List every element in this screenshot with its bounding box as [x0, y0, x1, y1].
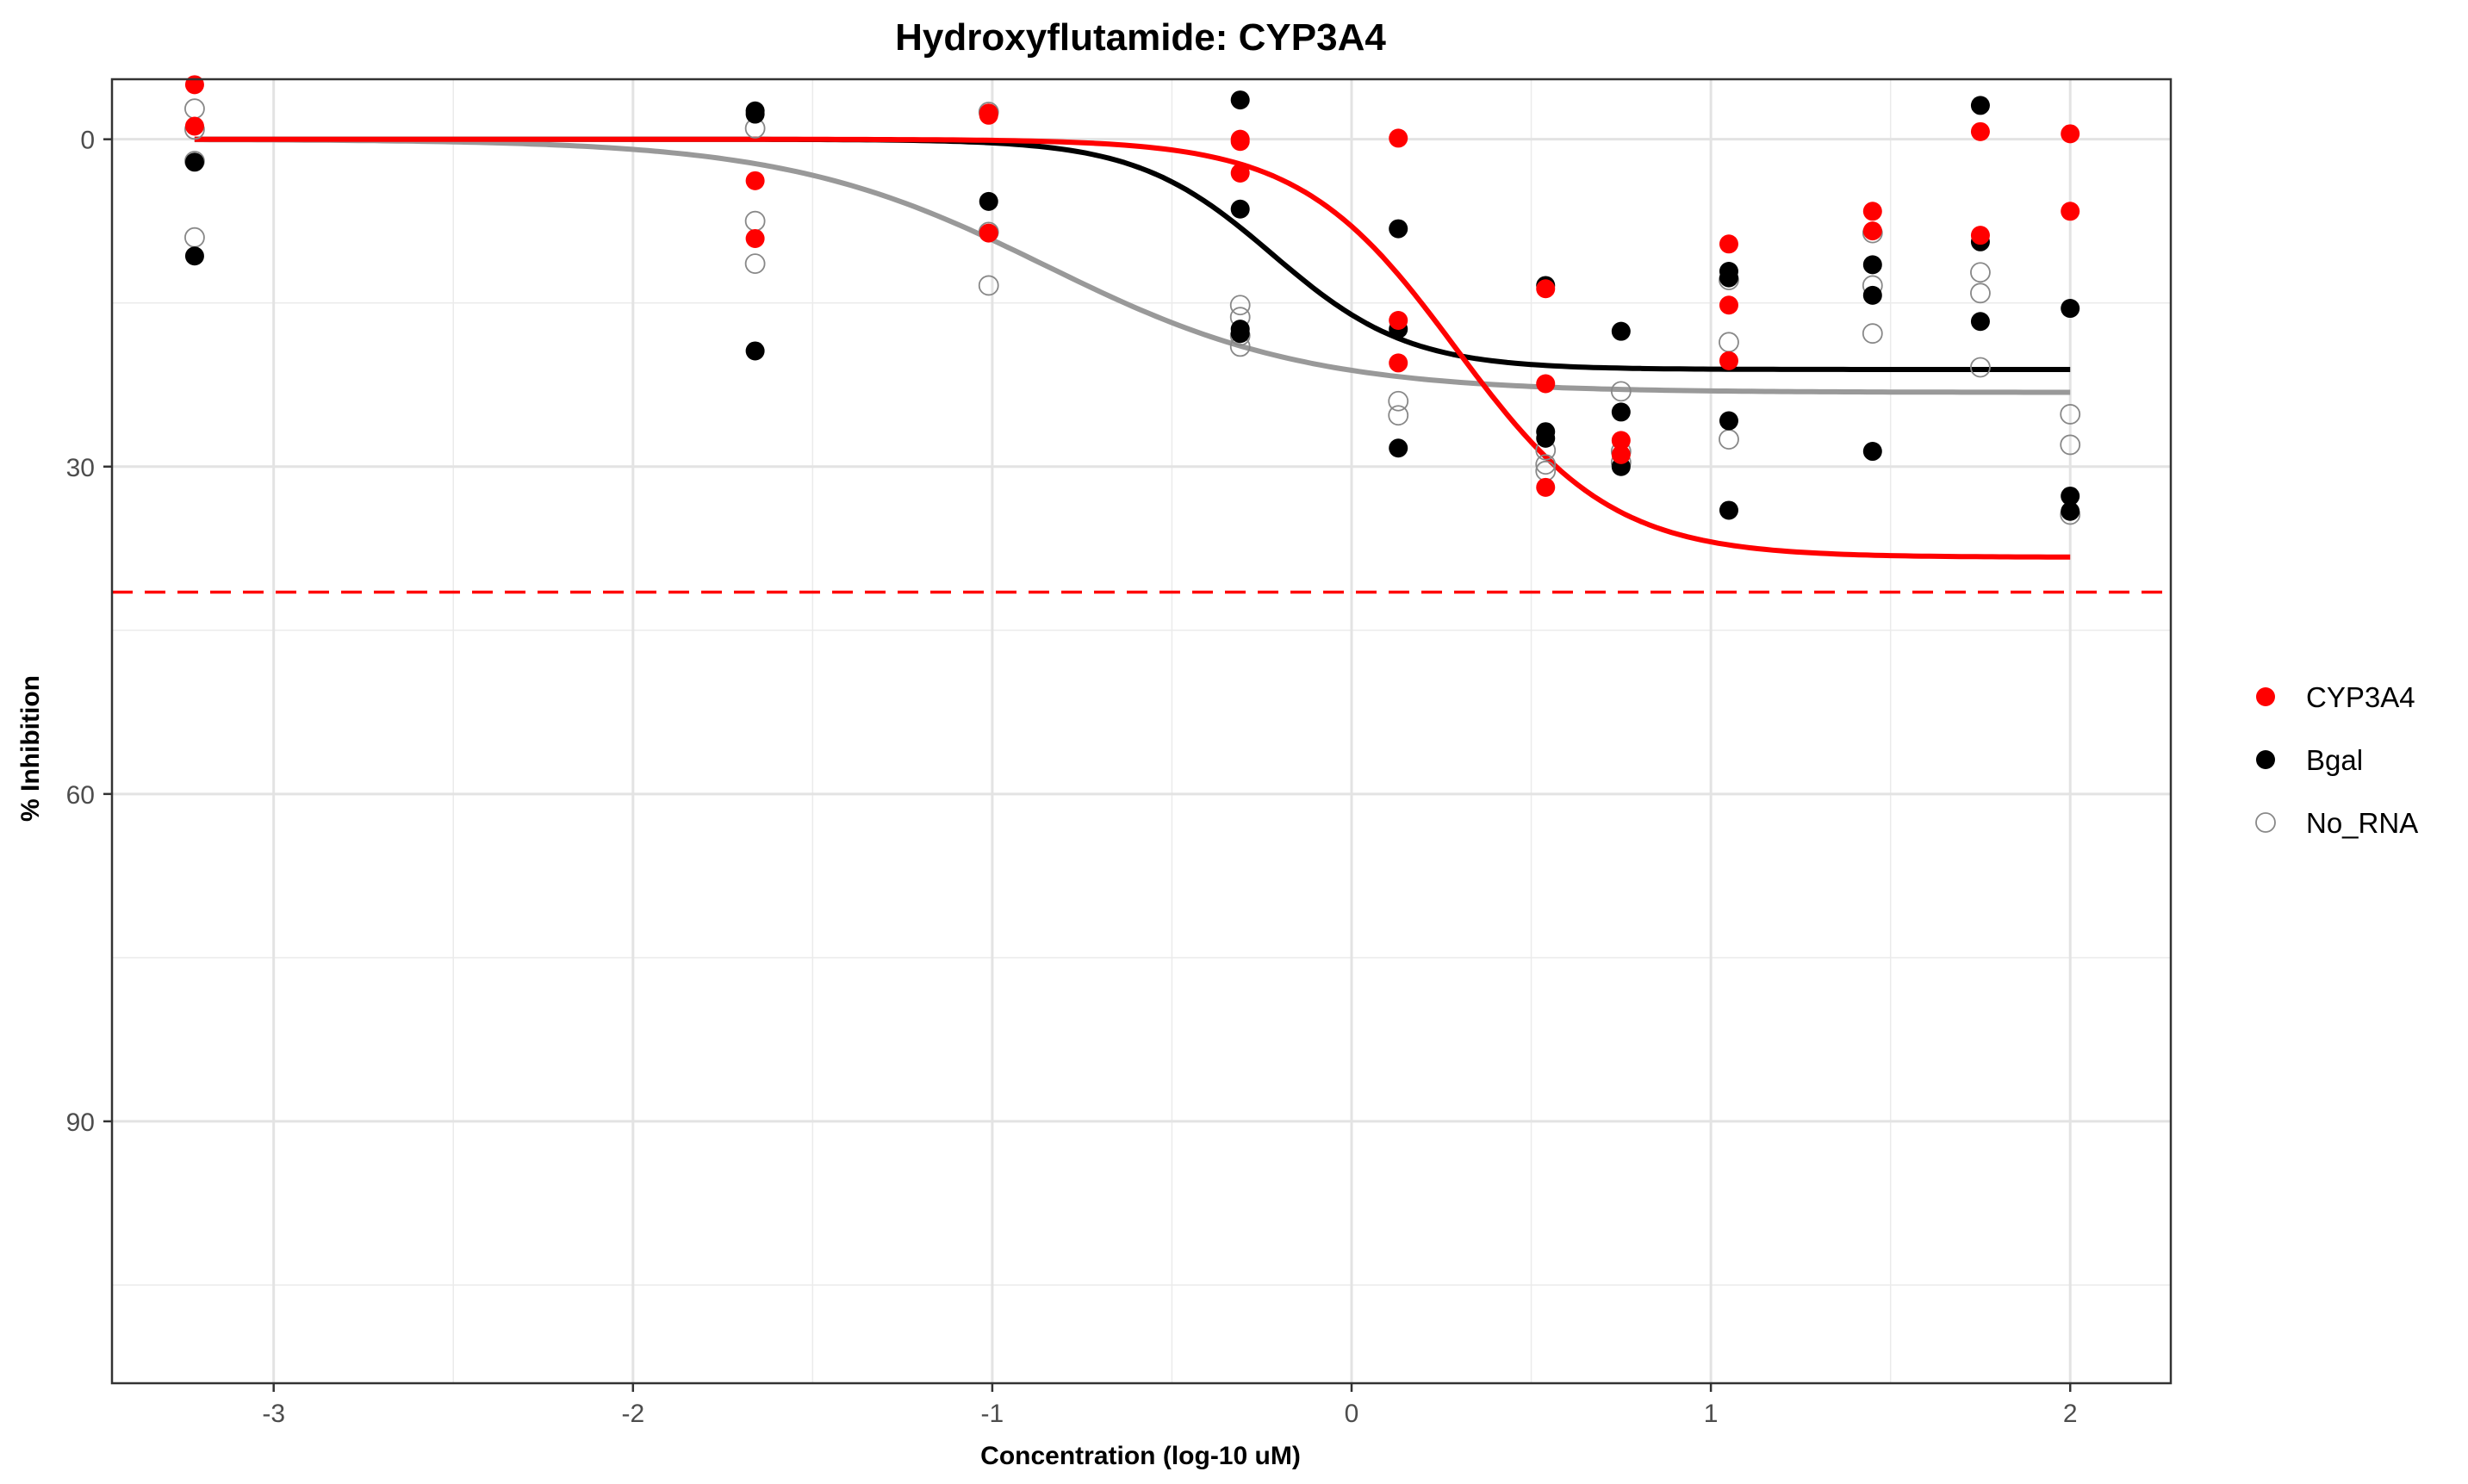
legend-label-cyp3a4: CYP3A4: [2306, 681, 2415, 713]
data-point-bgal: [1719, 268, 1738, 288]
data-point-cyp3a4: [1970, 121, 1990, 141]
data-point-cyp3a4: [1862, 221, 1882, 241]
data-point-cyp3a4: [1862, 202, 1882, 221]
data-point-bgal: [1970, 312, 1990, 332]
x-tick-label: 0: [1345, 1400, 1359, 1428]
x-axis-title: Concentration (log-10 uM): [980, 1442, 1301, 1470]
legend-key-cyp3a4: [2256, 687, 2275, 706]
data-point-cyp3a4: [1970, 226, 1990, 245]
data-point-cyp3a4: [1230, 163, 1250, 183]
data-point-cyp3a4: [979, 105, 998, 125]
legend-key-no_rna: [2255, 812, 2276, 833]
x-tick-label: -2: [621, 1400, 644, 1428]
data-point-cyp3a4: [184, 75, 204, 95]
data-point-no_rna: [1388, 390, 1409, 412]
fit-curve-cyp3a4: [194, 136, 2071, 560]
data-point-bgal: [1862, 285, 1882, 305]
data-point-bgal: [1611, 321, 1631, 341]
data-point-no_rna: [2060, 434, 2081, 456]
data-point-bgal: [2061, 486, 2080, 506]
data-point-cyp3a4: [1389, 128, 1408, 148]
data-point-cyp3a4: [184, 116, 204, 136]
data-point-cyp3a4: [2061, 202, 2080, 221]
data-point-cyp3a4: [1389, 353, 1408, 373]
data-point-no_rna: [1970, 283, 1991, 304]
data-point-bgal: [1970, 96, 1990, 115]
data-point-bgal: [1862, 442, 1882, 462]
data-point-cyp3a4: [1389, 310, 1408, 330]
x-tick-label: 1: [1704, 1400, 1719, 1428]
data-point-bgal: [745, 341, 765, 361]
data-point-no_rna: [1970, 262, 1991, 283]
data-point-bgal: [2061, 299, 2080, 319]
data-point-bgal: [1536, 428, 1556, 448]
plot-panel: [112, 79, 2171, 1383]
data-point-cyp3a4: [1536, 477, 1556, 497]
data-point-bgal: [1719, 411, 1738, 431]
data-point-no_rna: [1970, 357, 1991, 378]
x-tick-label: -1: [981, 1400, 1004, 1428]
data-point-bgal: [1389, 438, 1408, 458]
data-point-no_rna: [978, 275, 999, 296]
data-point-cyp3a4: [1719, 351, 1738, 370]
y-tick-label: 0: [80, 127, 95, 155]
data-point-bgal: [979, 191, 998, 211]
data-point-no_rna: [1535, 454, 1557, 475]
data-point-cyp3a4: [1611, 444, 1631, 464]
data-point-cyp3a4: [2061, 124, 2080, 144]
data-point-bgal: [1230, 90, 1250, 110]
data-point-bgal: [745, 104, 765, 124]
y-tick-label: 30: [66, 454, 95, 482]
y-tick-label: 90: [66, 1108, 95, 1137]
panel-border: [110, 78, 2173, 1385]
x-tick-label: 2: [2063, 1400, 2078, 1428]
data-point-bgal: [2061, 501, 2080, 521]
data-point-bgal: [1230, 324, 1250, 344]
chart-title: Hydroxyflutamide: CYP3A4: [895, 16, 1386, 59]
data-point-bgal: [1862, 255, 1882, 275]
data-point-bgal: [184, 152, 204, 172]
data-point-bgal: [184, 246, 204, 266]
legend-key-bgal: [2256, 750, 2275, 769]
data-point-no_rna: [1388, 405, 1409, 426]
data-point-no_rna: [1862, 323, 1883, 345]
data-point-cyp3a4: [1536, 374, 1556, 394]
legend: CYP3A4 Bgal No_RNA: [2255, 681, 2418, 839]
data-point-cyp3a4: [1611, 431, 1631, 450]
x-tick-label: -3: [262, 1400, 285, 1428]
data-point-bgal: [1230, 199, 1250, 219]
data-point-cyp3a4: [1230, 132, 1250, 152]
y-axis-title: % Inhibition: [16, 675, 45, 822]
data-point-no_rna: [1229, 295, 1251, 316]
data-point-cyp3a4: [1719, 295, 1738, 315]
data-point-cyp3a4: [1719, 234, 1738, 254]
legend-label-no_rna: No_RNA: [2306, 807, 2418, 839]
data-point-cyp3a4: [979, 223, 998, 243]
data-point-cyp3a4: [745, 171, 765, 190]
data-point-no_rna: [1610, 381, 1632, 402]
data-point-no_rna: [744, 253, 766, 275]
y-tick-label: 60: [66, 781, 95, 810]
data-point-cyp3a4: [745, 228, 765, 248]
legend-label-bgal: Bgal: [2306, 744, 2363, 776]
data-point-bgal: [1611, 402, 1631, 422]
data-point-cyp3a4: [1536, 279, 1556, 299]
data-point-bgal: [1389, 219, 1408, 239]
data-point-no_rna: [2060, 404, 2081, 425]
data-point-bgal: [1719, 500, 1738, 520]
fit-curve-no_rna: [194, 137, 2071, 395]
